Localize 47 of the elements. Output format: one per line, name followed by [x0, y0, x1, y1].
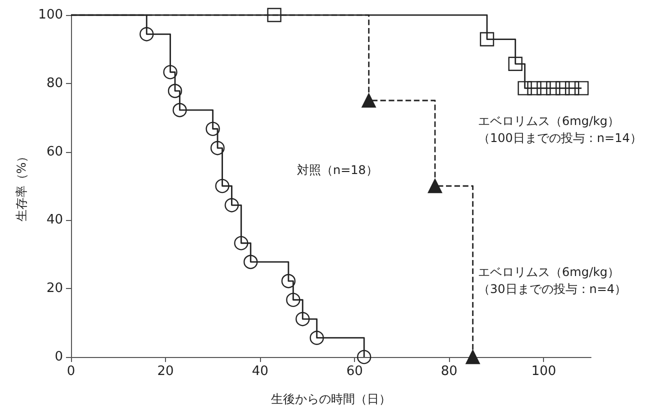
annotation: （30日までの投与：n=4）: [478, 282, 627, 296]
point: [244, 254, 258, 270]
point: [224, 198, 239, 212]
y-axis-title: 生存率（%）: [14, 150, 28, 222]
point: [508, 56, 522, 72]
point: [215, 178, 230, 194]
annotation: エベロリムス（6mg/kg）: [478, 265, 620, 279]
point: [281, 274, 296, 288]
point: [163, 65, 178, 80]
point: [527, 81, 542, 96]
x-axis-title: 生後からの時間（日）: [271, 392, 391, 406]
annotation: エベロリムス（6mg/kg）: [478, 114, 620, 128]
x-tick-label: 60: [346, 364, 363, 379]
point: [296, 312, 310, 326]
x-tick-label: 20: [157, 364, 174, 379]
point: [210, 140, 225, 156]
y-tick-label: 20: [46, 281, 63, 296]
point: [140, 27, 154, 42]
point: [234, 236, 248, 250]
point: [168, 84, 182, 98]
y-tick-label: 60: [46, 144, 63, 160]
point: [428, 178, 442, 194]
x-tick-label: 40: [252, 364, 268, 379]
point: [206, 122, 220, 136]
point: [286, 292, 300, 307]
point: [518, 81, 532, 96]
point: [310, 330, 324, 345]
annotation: 対照（n=18）: [297, 163, 378, 177]
point: [564, 81, 580, 96]
y-tick-label: 40: [46, 212, 63, 228]
point: [480, 32, 494, 46]
point: [357, 350, 372, 364]
point: [466, 350, 480, 364]
point: [536, 81, 551, 96]
point: [267, 8, 282, 22]
x-tick-label: 0: [66, 364, 76, 379]
point: [362, 93, 376, 108]
point: [574, 81, 589, 96]
point: [556, 81, 570, 96]
y-tick-label: 100: [38, 8, 63, 22]
point: [546, 81, 560, 96]
y-tick-label: 0: [54, 350, 63, 364]
annotation: （100日までの投与：n=14）: [478, 131, 642, 145]
x-tick-label: 80: [440, 364, 458, 379]
x-tick-label: 100: [531, 364, 556, 379]
y-tick-label: 80: [46, 76, 63, 91]
point: [172, 102, 187, 118]
